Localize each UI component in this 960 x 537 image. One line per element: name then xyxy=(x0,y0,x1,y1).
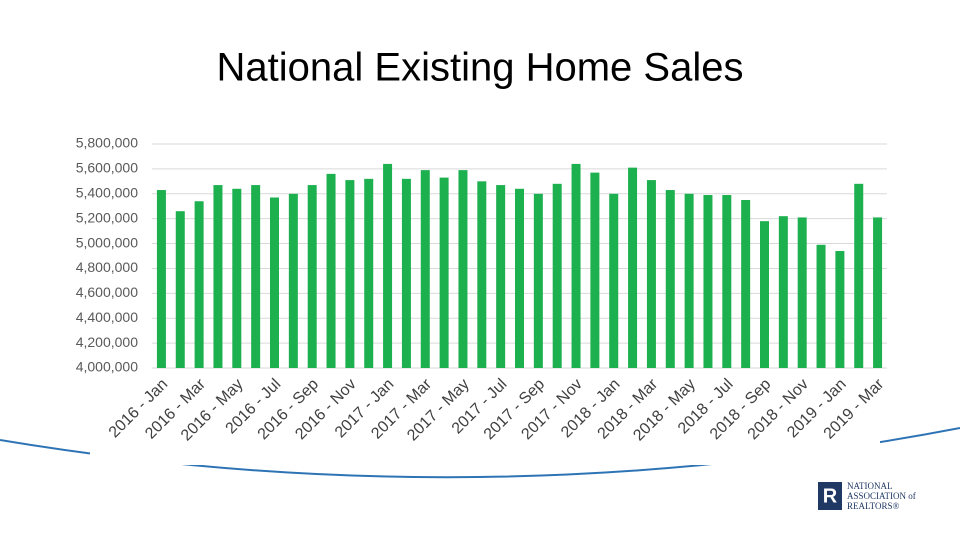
bar xyxy=(345,180,355,368)
bar xyxy=(288,193,298,368)
y-tick-label: 4,400,000 xyxy=(76,309,138,325)
bar xyxy=(628,167,638,368)
bar xyxy=(816,244,826,368)
y-tick-label: 4,200,000 xyxy=(76,334,138,350)
bar xyxy=(646,180,656,368)
y-tick-label: 4,000,000 xyxy=(76,359,138,375)
y-tick-label: 5,400,000 xyxy=(76,184,138,200)
bar xyxy=(722,195,732,368)
logo-mark: R xyxy=(823,485,838,507)
bar xyxy=(213,185,223,368)
bar xyxy=(401,178,411,368)
bar xyxy=(326,173,336,368)
bar xyxy=(609,193,619,368)
y-tick-label: 5,600,000 xyxy=(76,160,138,176)
bar xyxy=(420,170,430,368)
bar xyxy=(552,183,562,368)
bar xyxy=(778,216,788,368)
bar xyxy=(364,178,374,368)
y-tick-label: 5,200,000 xyxy=(76,209,138,225)
bar xyxy=(741,200,751,368)
bar xyxy=(854,183,864,368)
bar xyxy=(760,221,769,368)
chart-title: National Existing Home Sales xyxy=(217,46,744,90)
logo-line: ASSOCIATION of xyxy=(847,491,916,501)
bar xyxy=(458,170,468,368)
bar xyxy=(665,190,675,368)
bar xyxy=(533,193,543,368)
bar xyxy=(307,185,317,368)
logo: R NATIONAL ASSOCIATION of REALTORS® xyxy=(818,481,916,511)
bar xyxy=(232,188,242,368)
bar xyxy=(175,211,185,368)
bar xyxy=(194,201,204,368)
bar xyxy=(835,251,845,368)
y-tick-label: 4,600,000 xyxy=(76,284,138,300)
bar xyxy=(270,197,279,368)
logo-line: NATIONAL xyxy=(847,481,893,491)
bar xyxy=(703,195,713,368)
bar xyxy=(684,193,694,368)
bar xyxy=(496,185,506,368)
bar xyxy=(156,190,166,368)
bar xyxy=(571,163,581,368)
y-tick-label: 5,800,000 xyxy=(76,135,138,151)
label-backdrop xyxy=(90,375,880,465)
bar xyxy=(383,163,393,368)
y-tick-label: 5,000,000 xyxy=(76,234,138,250)
y-tick-label: 4,800,000 xyxy=(76,259,138,275)
bar xyxy=(251,185,261,368)
bar xyxy=(439,177,449,368)
bar xyxy=(797,217,807,368)
bar xyxy=(590,172,600,368)
bar xyxy=(515,188,524,368)
bar xyxy=(873,217,883,368)
logo-block xyxy=(818,482,842,510)
logo-line: REALTORS® xyxy=(847,501,900,511)
bar xyxy=(477,181,487,368)
